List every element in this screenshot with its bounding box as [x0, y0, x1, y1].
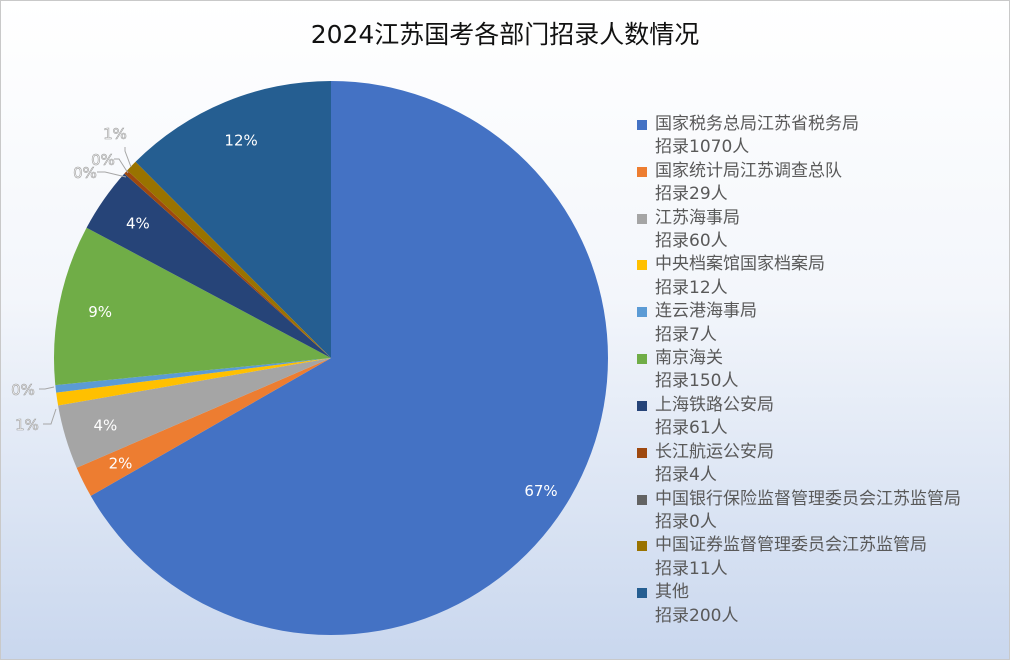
legend-item-1: 国家统计局江苏调查总队 招录29人	[637, 160, 1007, 207]
legend-swatch-2	[637, 213, 647, 224]
legend-name-4: 连云港海事局	[655, 301, 757, 322]
pie-slice-7	[124, 170, 331, 358]
legend-swatch-10	[637, 588, 647, 599]
legend-swatch-1	[637, 166, 647, 177]
legend-name-10: 其他	[655, 582, 689, 603]
legend-count-6: 招录61人	[655, 418, 728, 439]
legend-count-0: 招录1070人	[655, 137, 750, 158]
legend-count-5: 招录150人	[655, 371, 739, 392]
pie-slice-4	[55, 358, 331, 393]
slice-label-10: 12%	[224, 131, 257, 149]
legend-swatch-5	[637, 354, 647, 365]
legend-item-0: 国家税务总局江苏省税务局 招录1070人	[637, 113, 1007, 160]
leader-line-9	[124, 147, 132, 168]
slice-label-9: 1%	[103, 125, 127, 143]
legend-name-0: 国家税务总局江苏省税务局	[655, 114, 859, 134]
legend-swatch-9	[637, 541, 647, 552]
legend-count-2: 招录60人	[655, 231, 728, 252]
legend-name-7: 长江航运公安局	[655, 441, 774, 462]
legend-item-4: 连云港海事局 招录7人	[637, 300, 1007, 347]
legend-swatch-0	[637, 120, 647, 130]
leader-line-7	[97, 171, 127, 178]
legend-name-9: 中国证券监督管理委员会江苏监管局	[655, 535, 927, 556]
slice-label-8: 0%	[91, 151, 115, 169]
chart-title: 2024江苏国考各部门招录人数情况	[310, 20, 700, 49]
legend-name-6: 上海铁路公安局	[655, 394, 774, 415]
legend-item-6: 上海铁路公安局 招录61人	[637, 394, 1007, 441]
leader-line-3	[43, 408, 57, 425]
pie-slice-6	[86, 173, 331, 358]
pie-slice-1	[76, 358, 331, 496]
legend-swatch-7	[637, 447, 647, 458]
legend-name-3: 中央档案馆国家档案局	[655, 254, 825, 275]
pie-slice-10	[135, 81, 331, 358]
legend-item-2: 江苏海事局招录60人	[637, 207, 1007, 254]
legend: 国家税务总局江苏省税务局 招录1070人 国家统计局江苏调查总队 招录29人 江苏海事局…	[637, 113, 1007, 628]
legend-count-4: 招录7人	[655, 324, 717, 345]
slice-label-1: 2%	[109, 454, 133, 472]
leader-line-4	[39, 386, 55, 390]
slice-label-5: 9%	[88, 303, 112, 321]
pie-slice-3	[56, 358, 332, 406]
slice-label-0: 67%	[524, 482, 557, 500]
legend-swatch-8	[637, 494, 647, 505]
legend-item-10: 其他 招录200人	[637, 581, 1007, 628]
legend-item-5: 南京海关 招录150人	[637, 347, 1007, 394]
legend-swatch-3	[637, 260, 647, 271]
pie-slice-9	[127, 161, 332, 358]
slice-label-2: 4%	[94, 416, 118, 434]
slice-label-7: 0%	[73, 164, 97, 182]
legend-count-1: 招录29人	[655, 184, 728, 205]
legend-name-8: 中国银行保险监督管理委员会江苏监管局	[655, 488, 961, 509]
slice-label-6: 4%	[126, 214, 150, 232]
legend-item-7: 长江航运公安局 招录4人	[637, 441, 1007, 488]
legend-count-10: 招录200人	[655, 605, 739, 626]
pie-slice-0	[90, 81, 609, 636]
legend-item-9: 中国证券监督管理委员会江苏监管局 招录11人	[637, 534, 1007, 581]
legend-count-3: 招录12人	[655, 277, 728, 298]
legend-name-2: 江苏海事局	[655, 207, 740, 228]
legend-count-7: 招录4人	[655, 465, 717, 486]
legend-swatch-6	[637, 400, 647, 411]
pie-slice-2	[58, 358, 331, 468]
pie-slice-5	[54, 227, 332, 386]
legend-count-8: 招录0人	[655, 511, 717, 532]
slice-label-4: 0%	[11, 381, 35, 399]
slice-label-3: 1%	[15, 416, 39, 434]
legend-count-9: 招录11人	[655, 558, 728, 579]
legend-item-8: 中国银行保险监督管理委员会江苏监管局 招录0人	[637, 488, 1007, 535]
legend-name-1: 国家统计局江苏调查总队	[655, 160, 842, 181]
leader-line-8	[114, 158, 129, 174]
legend-name-5: 南京海关	[655, 348, 723, 369]
legend-swatch-4	[637, 307, 647, 318]
legend-item-3: 中央档案馆国家档案局 招录12人	[637, 253, 1007, 300]
